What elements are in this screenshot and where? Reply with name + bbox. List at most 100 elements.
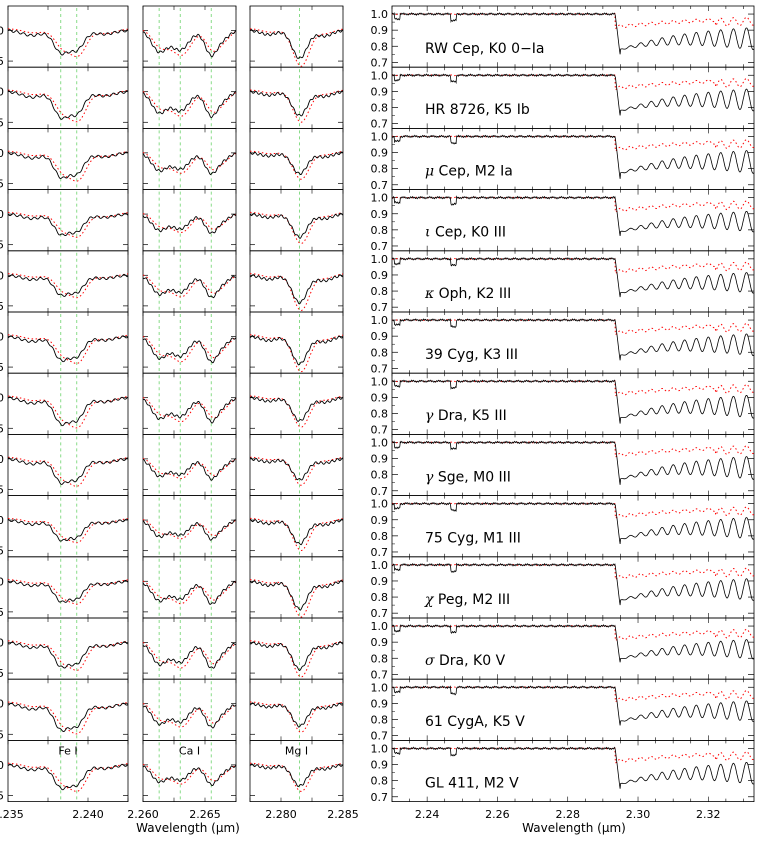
- left-subpanel-frame: [249, 66, 344, 129]
- right-subpanel-frame: [391, 189, 755, 252]
- y-tick-label: 1.0: [371, 436, 389, 449]
- model-spectrum-line: [392, 441, 755, 458]
- y-tick-label: 0.95: [0, 545, 4, 558]
- left-subpanel-frame: [7, 740, 129, 803]
- x-tick-label: 2.235: [0, 808, 24, 821]
- model-spectrum-line: [142, 335, 237, 363]
- y-tick-label: 0.7: [371, 56, 389, 69]
- y-tick-label: 0.8: [371, 775, 389, 788]
- observed-spectrum-line: [391, 562, 755, 606]
- left-subpanel-frame: [7, 678, 129, 741]
- left-subpanel-frame: [249, 617, 344, 680]
- observed-spectrum-line: [142, 519, 237, 541]
- left-subpanel-frame: [249, 433, 344, 496]
- model-spectrum-line: [142, 213, 237, 233]
- y-tick-label: 1.0: [371, 742, 389, 755]
- left-subpanel-frame: [7, 617, 129, 680]
- y-tick-label: 1.00: [0, 147, 4, 160]
- observed-spectrum-line: [249, 641, 344, 672]
- element-label: Fe I: [58, 744, 77, 757]
- model-spectrum-line: [391, 686, 755, 703]
- observed-spectrum-line: [7, 763, 129, 791]
- x-tick-label: 2.260: [127, 808, 159, 821]
- y-tick-label: 0.8: [371, 652, 389, 665]
- left-x-axis-label: Wavelength (μm): [136, 821, 240, 835]
- y-tick-label: 0.95: [0, 361, 4, 374]
- x-tick-label: 2.32: [696, 808, 721, 821]
- observed-spectrum-line: [142, 91, 237, 119]
- left-subpanel-frame: [7, 127, 129, 190]
- y-tick-label: 1.00: [0, 392, 4, 405]
- model-spectrum-line: [391, 257, 755, 275]
- observed-spectrum-line: [391, 195, 755, 236]
- model-spectrum-line: [250, 456, 344, 486]
- model-spectrum-line: [250, 517, 344, 552]
- y-tick-label: 1.0: [371, 8, 389, 21]
- y-tick-label: 0.9: [371, 697, 389, 710]
- y-tick-label: 1.00: [0, 759, 4, 772]
- y-tick-label: 0.7: [371, 607, 389, 620]
- left-subpanel-frame: [249, 740, 344, 803]
- y-tick-label: 1.0: [371, 69, 389, 82]
- observed-spectrum-line: [391, 379, 755, 424]
- model-spectrum-line: [7, 579, 129, 605]
- y-tick-label: 1.00: [0, 575, 4, 588]
- model-spectrum-line: [391, 196, 755, 213]
- star-label: 75 Cyg, M1 III: [425, 531, 521, 547]
- y-tick-label: 0.95: [0, 177, 4, 190]
- y-tick-label: 0.7: [371, 118, 389, 131]
- observed-spectrum-line: [142, 152, 237, 176]
- y-tick-label: 0.8: [371, 346, 389, 359]
- y-tick-label: 0.9: [371, 453, 389, 466]
- y-tick-label: 0.95: [0, 667, 4, 680]
- model-spectrum-line: [8, 89, 129, 123]
- observed-spectrum-line: [391, 134, 755, 179]
- observed-spectrum-line: [249, 702, 344, 728]
- model-spectrum-line: [249, 334, 344, 373]
- y-tick-label: 0.95: [0, 422, 4, 435]
- left-subpanel-frame: [142, 66, 237, 129]
- star-label: γ Dra, K5 III: [425, 408, 507, 424]
- y-tick-label: 0.8: [371, 530, 389, 543]
- observed-spectrum-line: [7, 29, 129, 56]
- left-subpanel-frame: [249, 678, 344, 741]
- y-tick-label: 0.8: [371, 469, 389, 482]
- observed-spectrum-line: [142, 764, 237, 787]
- observed-spectrum-line: [391, 73, 755, 116]
- model-spectrum-line: [142, 641, 237, 669]
- observed-spectrum-line: [391, 318, 755, 361]
- observed-spectrum-line: [249, 518, 344, 546]
- left-subpanel-frame: [249, 127, 344, 190]
- observed-spectrum-line: [249, 151, 344, 175]
- left-subpanel-frame: [142, 556, 237, 619]
- y-tick-label: 1.00: [0, 86, 4, 99]
- y-tick-label: 0.8: [371, 407, 389, 420]
- model-spectrum-line: [8, 334, 129, 364]
- left-subpanel-frame: [7, 372, 129, 435]
- y-tick-label: 1.00: [0, 24, 4, 37]
- model-spectrum-line: [250, 89, 344, 123]
- left-subpanel-frame: [7, 495, 129, 558]
- model-spectrum-line: [142, 91, 237, 117]
- y-tick-label: 0.9: [371, 208, 389, 221]
- right-subpanel-frame: [391, 372, 755, 435]
- y-tick-label: 0.9: [371, 575, 389, 588]
- observed-spectrum-line: [7, 273, 129, 297]
- y-tick-label: 0.95: [0, 606, 4, 619]
- observed-spectrum-line: [249, 396, 344, 422]
- y-tick-label: 1.00: [0, 330, 4, 343]
- y-tick-label: 0.7: [371, 362, 389, 375]
- x-tick-label: 2.240: [72, 808, 104, 821]
- model-spectrum-line: [142, 457, 237, 480]
- left-subpanel-frame: [7, 189, 129, 252]
- y-tick-label: 0.95: [0, 300, 4, 313]
- left-subpanel-frame: [142, 372, 237, 435]
- left-subpanel-frame: [142, 433, 237, 496]
- y-tick-label: 1.00: [0, 698, 4, 711]
- y-tick-label: 0.9: [371, 24, 389, 37]
- right-subpanel-frame: [391, 740, 755, 803]
- left-subpanel-frame: [7, 311, 129, 374]
- observed-spectrum-line: [142, 458, 237, 481]
- observed-spectrum-line: [142, 30, 237, 58]
